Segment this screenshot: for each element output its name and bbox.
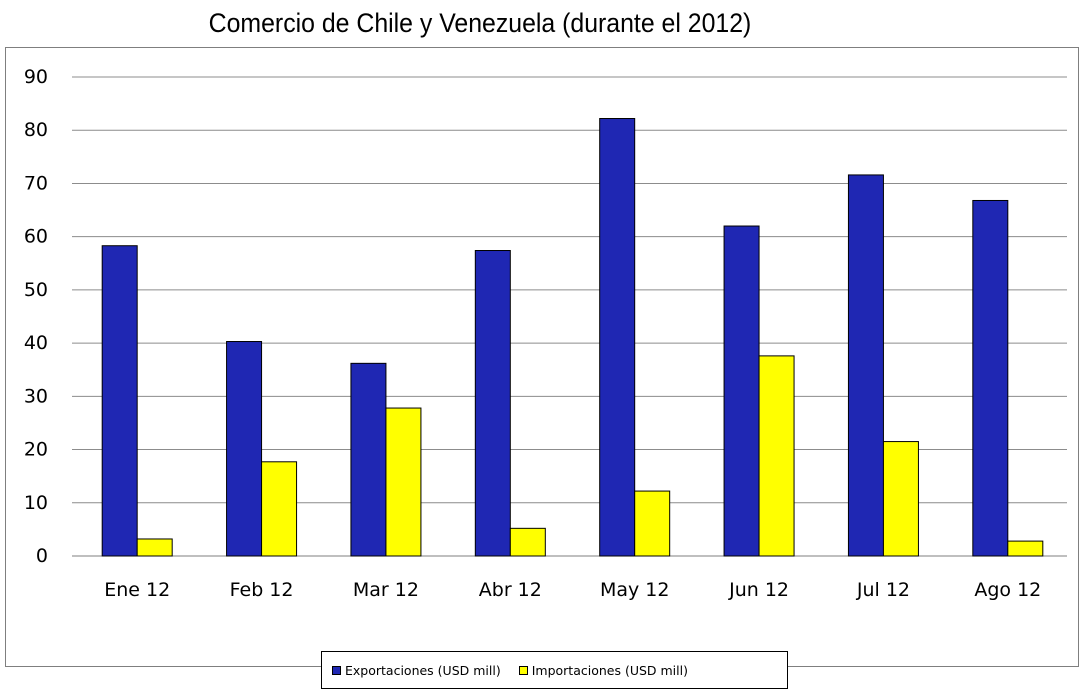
y-tick-label: 90 — [24, 66, 48, 88]
bar-importaciones — [261, 461, 298, 557]
x-tick-label: Jun 12 — [728, 579, 789, 601]
x-tick-label: May 12 — [600, 579, 670, 601]
bar-exportaciones — [847, 174, 884, 557]
y-tick-label: 70 — [24, 172, 48, 194]
legend-item-exportaciones: Exportaciones (USD mill) — [332, 663, 501, 678]
y-tick-label: 60 — [24, 226, 48, 248]
bar-exportaciones — [972, 199, 1009, 557]
bar-importaciones — [634, 490, 671, 557]
bar-importaciones — [385, 407, 422, 557]
y-tick-label: 10 — [24, 492, 48, 514]
bar-exportaciones — [350, 362, 387, 557]
legend-label-importaciones: Importaciones (USD mill) — [531, 662, 688, 678]
x-tick-label: Feb 12 — [230, 579, 294, 601]
y-axis-ticks: 0 10 20 30 40 50 60 70 80 90 — [24, 66, 48, 567]
bar-importaciones — [758, 355, 795, 557]
bar-importaciones — [509, 527, 546, 557]
legend: Exportaciones (USD mill) Importaciones (… — [321, 651, 788, 689]
y-tick-label: 30 — [24, 385, 48, 407]
bar-exportaciones — [226, 341, 263, 557]
chart-frame — [5, 47, 1079, 667]
bars — [101, 118, 1044, 557]
y-tick-label: 40 — [24, 332, 48, 354]
chart-plot-area: 0 10 20 30 40 50 60 70 80 90 Ene 12 Feb 12 Mar 12 Ab… — [24, 66, 1067, 601]
bar-exportaciones — [723, 225, 760, 557]
x-tick-label: Ago 12 — [974, 579, 1041, 601]
bar-exportaciones — [101, 245, 138, 557]
y-tick-label: 0 — [36, 545, 48, 567]
x-axis-ticks: Ene 12 Feb 12 Mar 12 Abr 12 May 12 Jun 12 Jul … — [104, 579, 1041, 601]
y-tick-label: 50 — [24, 279, 48, 301]
x-tick-label: Abr 12 — [479, 579, 542, 601]
bar-exportaciones — [474, 250, 511, 557]
chart-title: Comercio de Chile y Venezuela (durante e… — [208, 8, 752, 38]
x-tick-label: Mar 12 — [353, 579, 419, 601]
bar-exportaciones — [599, 118, 636, 557]
y-tick-label: 80 — [24, 119, 48, 141]
x-tick-label: Jul 12 — [856, 579, 910, 601]
x-tick-label: Ene 12 — [104, 579, 170, 601]
legend-item-importaciones: Importaciones (USD mill) — [518, 662, 688, 678]
bar-importaciones — [1007, 540, 1044, 557]
bar-importaciones — [136, 538, 173, 557]
y-tick-label: 20 — [24, 439, 48, 461]
legend-swatch-importaciones — [518, 665, 528, 675]
legend-swatch-exportaciones — [332, 665, 341, 675]
legend-label-exportaciones: Exportaciones (USD mill) — [345, 662, 501, 678]
bar-importaciones — [882, 441, 919, 557]
